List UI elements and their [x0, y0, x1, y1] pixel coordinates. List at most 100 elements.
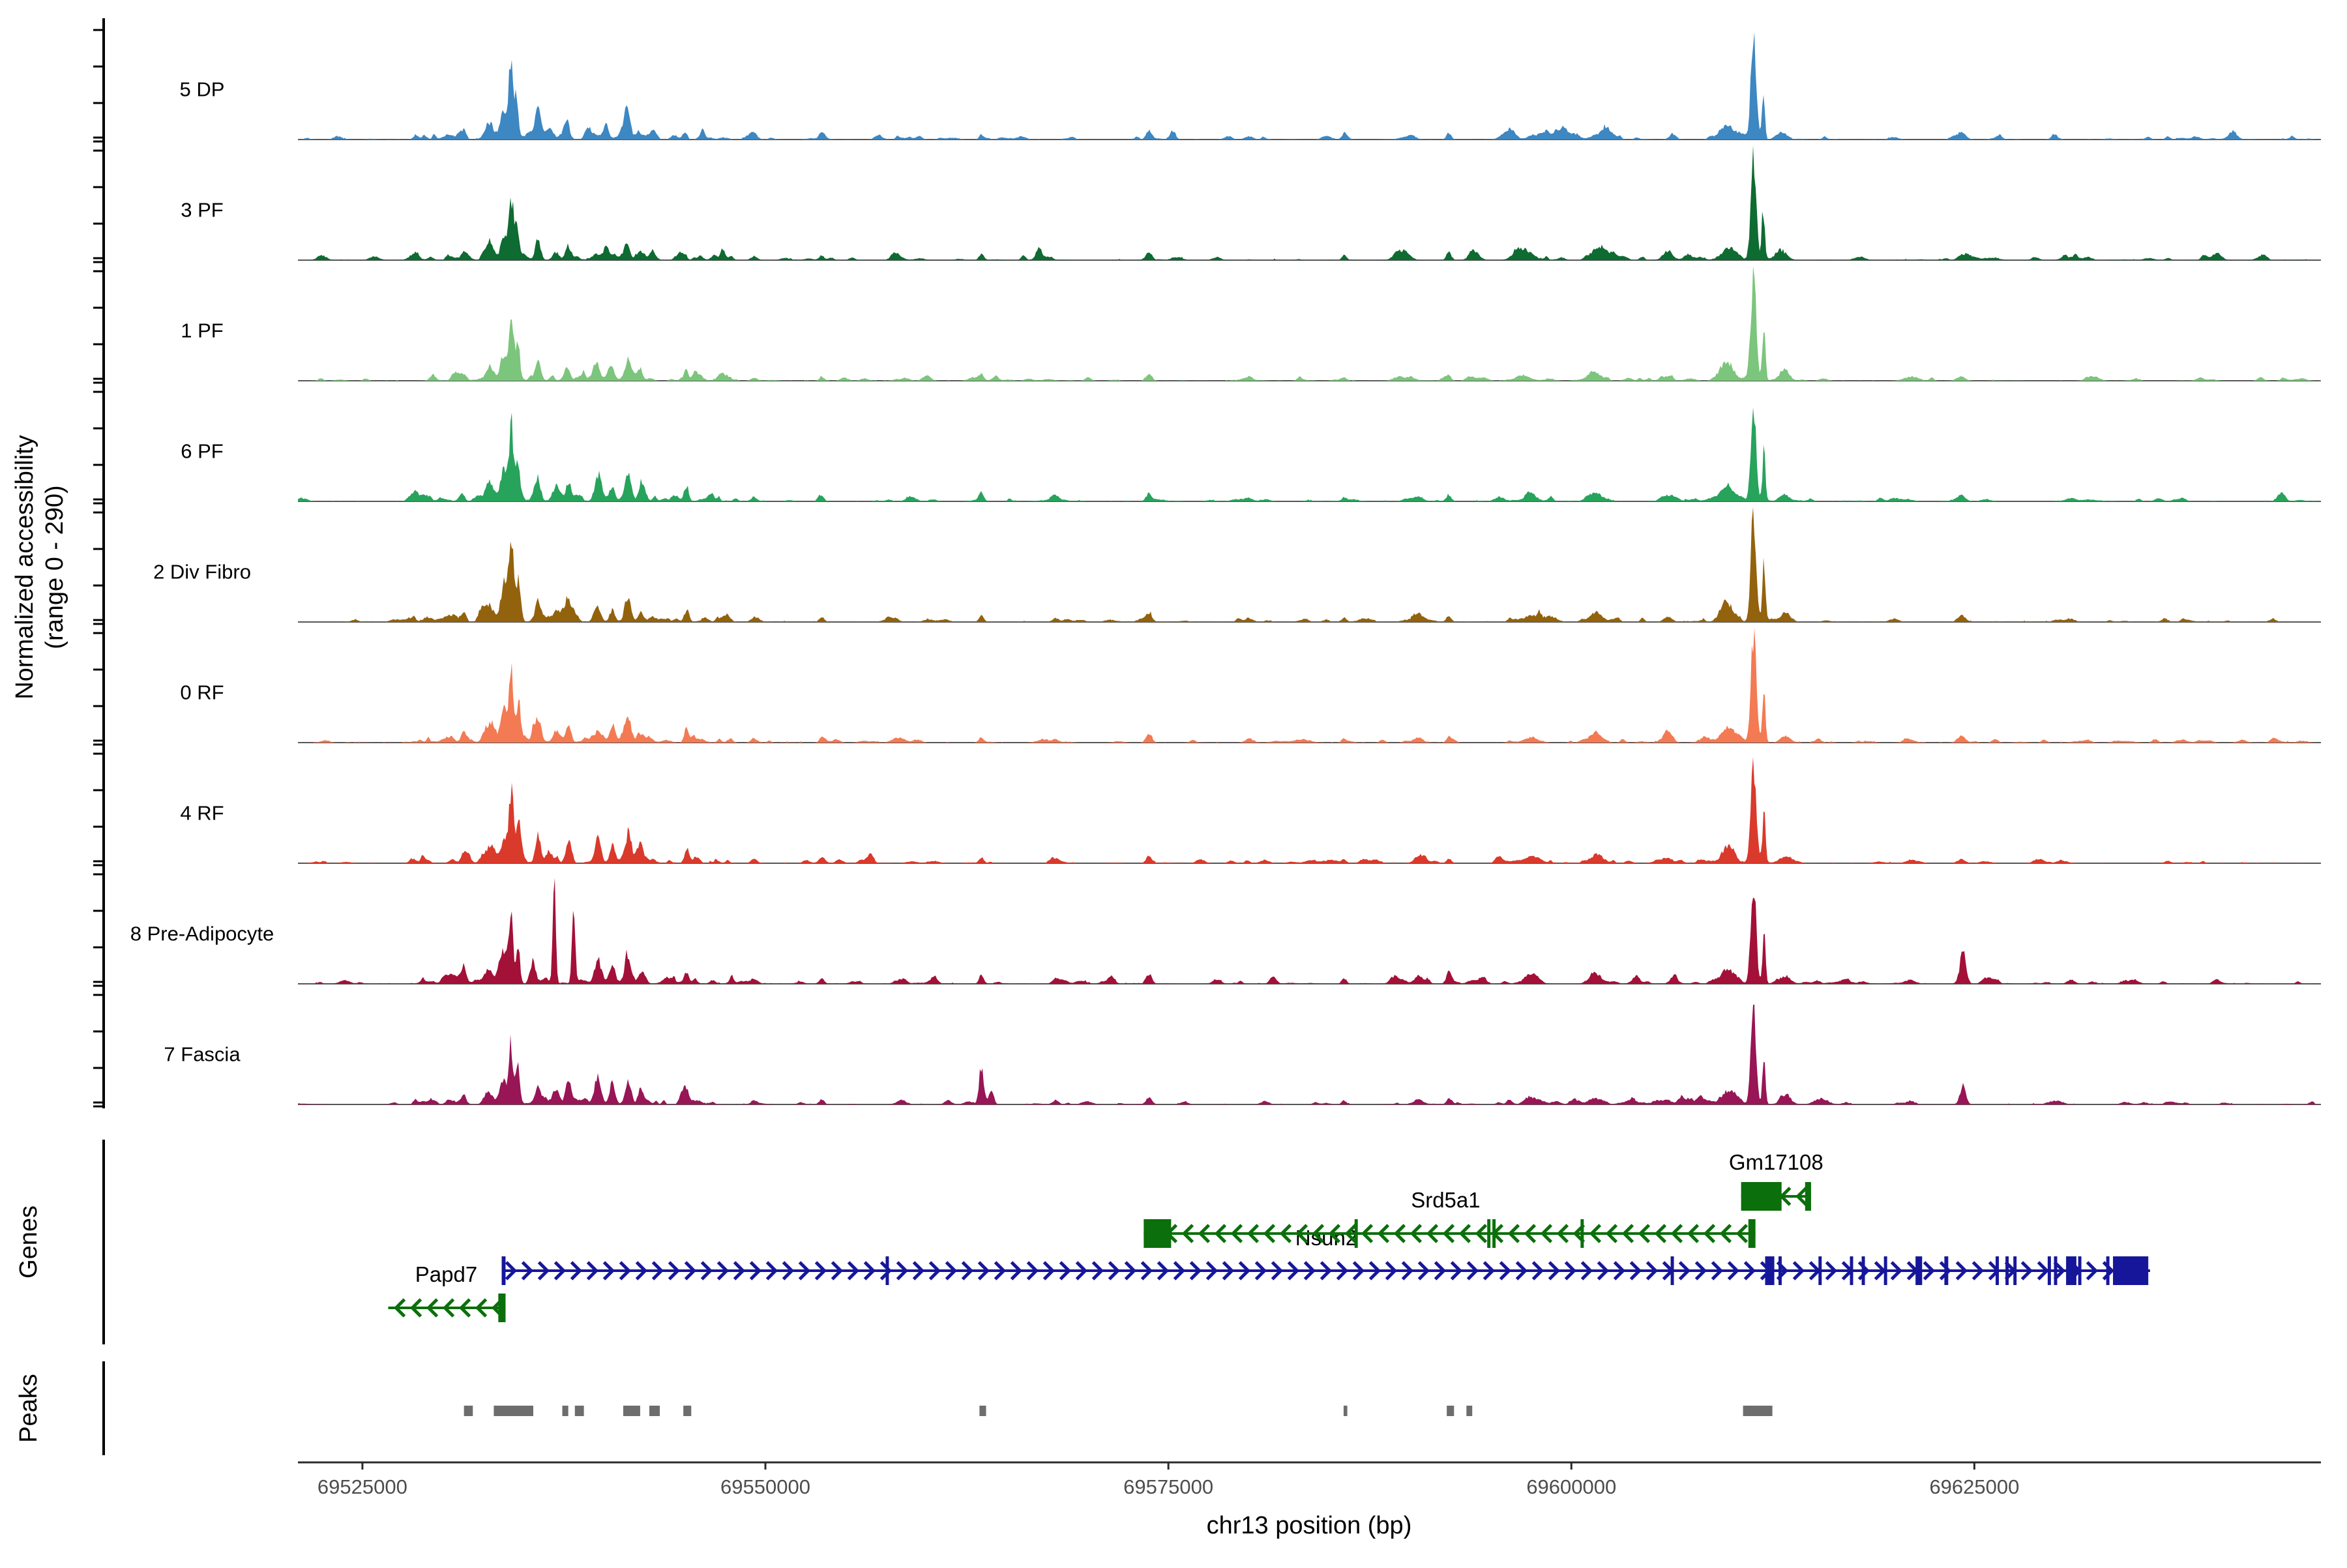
coverage-track-0: 5 DP — [180, 32, 2321, 140]
track-label: 5 DP — [180, 78, 225, 101]
strand-arrow-icon — [1247, 1224, 1260, 1243]
coverage-track-6: 4 RF — [180, 756, 2321, 864]
strand-arrow-icon — [1605, 1224, 1618, 1243]
gene-exon — [1996, 1256, 1999, 1285]
strand-arrow-icon — [570, 1261, 583, 1280]
coverage-track-5: 0 RF — [180, 628, 2321, 743]
strand-arrow-icon — [1075, 1261, 1088, 1280]
strand-arrow-icon — [1108, 1261, 1121, 1280]
gene-exon — [1779, 1256, 1782, 1285]
gene-exon — [2106, 1256, 2110, 1285]
gene-exon — [1144, 1219, 1172, 1248]
strand-arrow-icon — [1540, 1224, 1553, 1243]
static-labels: Normalized accessibility (range 0 - 290)… — [11, 435, 1411, 1539]
strand-arrow-icon — [733, 1261, 746, 1280]
strand-arrow-icon — [1727, 1261, 1740, 1280]
coverage-area — [298, 407, 2321, 501]
y-axis-label-line1: Normalized accessibility — [11, 435, 38, 699]
strand-arrow-icon — [1703, 1224, 1716, 1243]
gene-models: Papd7 Nsun2 Srd5a1 Gm17108 — [388, 1150, 2150, 1322]
strand-arrow-icon — [1279, 1224, 1292, 1243]
peak-interval-box — [683, 1406, 692, 1416]
strand-arrow-icon — [749, 1261, 762, 1280]
strand-arrow-icon — [1181, 1224, 1194, 1243]
strand-arrow-icon — [1026, 1261, 1039, 1280]
strand-arrow-icon — [1401, 1261, 1414, 1280]
strand-arrow-icon — [1124, 1261, 1137, 1280]
strand-arrow-icon — [1524, 1224, 1537, 1243]
strand-arrow-icon — [1564, 1261, 1577, 1280]
strand-arrow-icon — [475, 1298, 488, 1318]
strand-arrow-icon — [1890, 1261, 1903, 1280]
strand-arrow-icon — [1507, 1224, 1520, 1243]
strand-arrow-icon — [1238, 1261, 1251, 1280]
gene-exon — [1805, 1182, 1811, 1211]
gene-exon — [1580, 1219, 1584, 1248]
coverage-track-7: 8 Pre-Adipocyte — [130, 878, 2321, 984]
coverage-track-8: 7 Fascia — [164, 1004, 2321, 1105]
gene-nsun2: Nsun2 — [501, 1226, 2150, 1285]
strand-arrow-icon — [1303, 1261, 1316, 1280]
coverage-area — [298, 145, 2321, 260]
strand-arrow-icon — [1589, 1224, 1602, 1243]
strand-arrow-icon — [1450, 1261, 1463, 1280]
strand-arrow-icon — [1328, 1224, 1341, 1243]
strand-arrow-icon — [1874, 1261, 1887, 1280]
strand-arrow-icon — [1157, 1261, 1170, 1280]
gene-exon — [1861, 1256, 1865, 1285]
strand-arrow-icon — [994, 1261, 1007, 1280]
strand-arrow-icon — [1711, 1261, 1724, 1280]
strand-arrow-icon — [1140, 1261, 1153, 1280]
strand-arrow-icon — [831, 1261, 844, 1280]
strand-arrow-icon — [2020, 1261, 2033, 1280]
coverage-track-1: 3 PF — [181, 145, 2321, 261]
gene-exon — [501, 1256, 506, 1285]
peak-interval-box — [494, 1406, 533, 1416]
strand-arrow-icon — [2053, 1261, 2066, 1280]
x-axis-tick-label: 69625000 — [1929, 1475, 2019, 1498]
gene-exon — [1748, 1219, 1756, 1248]
strand-arrow-icon — [1613, 1261, 1626, 1280]
gene-exon — [885, 1256, 889, 1285]
strand-arrow-icon — [798, 1261, 811, 1280]
gene-exon — [2078, 1256, 2082, 1285]
strand-arrow-icon — [1955, 1261, 1968, 1280]
strand-arrow-icon — [2086, 1261, 2099, 1280]
strand-arrow-icon — [458, 1298, 471, 1318]
peak-interval-box — [1466, 1406, 1473, 1416]
track-label: 8 Pre-Adipocyte — [130, 923, 274, 945]
strand-arrow-icon — [1254, 1261, 1267, 1280]
track-label: 6 PF — [181, 440, 223, 463]
gene-exon — [1670, 1256, 1674, 1285]
track-label: 0 RF — [180, 681, 224, 704]
genes-section-label: Genes — [15, 1206, 42, 1279]
strand-arrow-icon — [928, 1261, 941, 1280]
track-label: 1 PF — [181, 319, 223, 342]
strand-arrow-icon — [1368, 1261, 1381, 1280]
strand-arrow-icon — [619, 1261, 632, 1280]
peak-interval-box — [649, 1406, 660, 1416]
strand-arrow-icon — [1230, 1224, 1243, 1243]
strand-arrow-icon — [1458, 1224, 1471, 1243]
strand-arrow-icon — [1198, 1224, 1211, 1243]
strand-arrow-icon — [602, 1261, 615, 1280]
strand-arrow-icon — [1687, 1224, 1700, 1243]
strand-arrow-icon — [945, 1261, 958, 1280]
strand-arrow-icon — [1189, 1261, 1202, 1280]
strand-arrow-icon — [814, 1261, 827, 1280]
strand-arrow-icon — [1548, 1261, 1561, 1280]
gene-papd7: Papd7 — [388, 1262, 506, 1322]
strand-arrow-icon — [1678, 1261, 1691, 1280]
peak-interval-box — [1343, 1406, 1348, 1416]
strand-arrow-icon — [1361, 1224, 1374, 1243]
coverage-track-2: 1 PF — [181, 266, 2321, 381]
strand-arrow-icon — [1971, 1261, 1985, 1280]
strand-arrow-icon — [1295, 1224, 1308, 1243]
strand-arrow-icon — [1263, 1224, 1276, 1243]
gene-exon — [1883, 1256, 1887, 1285]
strand-arrow-icon — [1173, 1261, 1186, 1280]
strand-arrow-icon — [442, 1298, 455, 1318]
strand-arrow-icon — [1042, 1261, 1055, 1280]
strand-arrow-icon — [1670, 1224, 1683, 1243]
